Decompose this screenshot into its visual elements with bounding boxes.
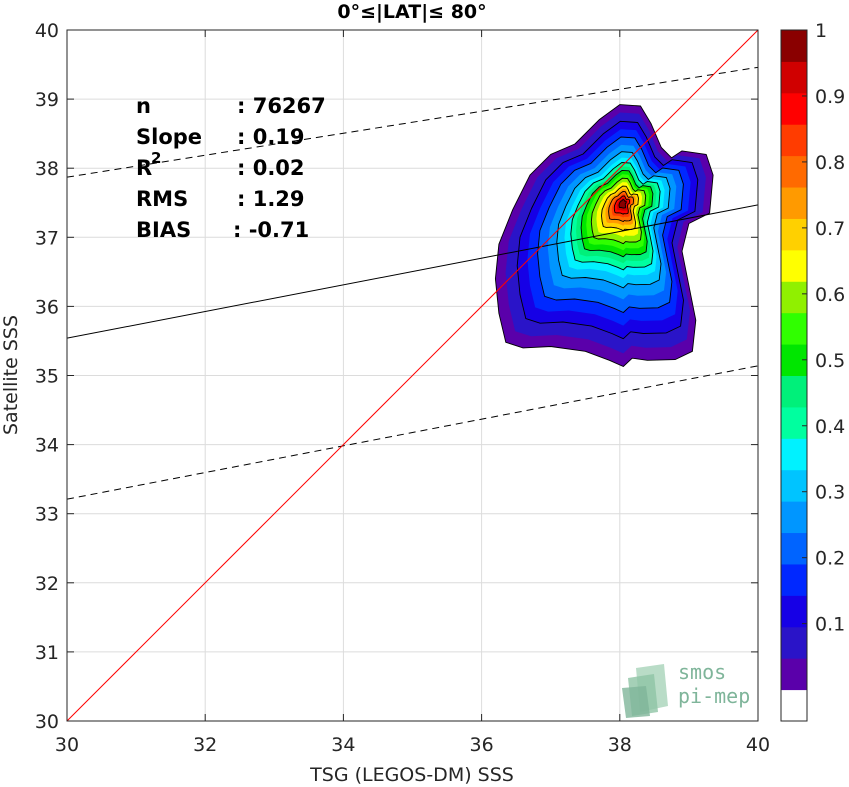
colorbar-tick-label: 0.6 [815,284,845,306]
y-tick-label: 36 [35,296,59,318]
x-tick-label: 36 [470,734,494,756]
logo-text-pimep: pi-mep [678,684,750,708]
stat-value: : 1.29 [237,187,305,211]
colorbar-segment [781,626,807,659]
x-tick-label: 40 [746,734,770,756]
colorbar: 0.1 0.2 0.3 0.4 0.5 0.6 0.7 0.8 0.9 1 [780,20,845,722]
colorbar-segment [781,249,807,282]
x-tick-label: 32 [193,734,217,756]
density-contours [494,104,714,367]
stat-value: : 0.02 [237,156,305,180]
x-tick-label: 38 [608,734,632,756]
stat-superscript: 2 [151,149,161,167]
colorbar-segment [781,155,807,188]
stat-label: R [136,156,152,180]
logo-text-smos: smos [678,660,726,684]
y-tick-label: 34 [35,435,59,457]
y-tick-label: 31 [35,642,59,664]
colorbar-segment [781,501,807,534]
colorbar-segment [781,187,807,219]
x-tick-label: 34 [331,734,355,756]
regression-lines [67,30,758,721]
stat-label: Slope [136,125,202,149]
chart-title: 0°≤|LAT|≤ 80° [337,1,486,23]
colorbar-tick-label: 0.1 [815,614,845,636]
colorbar-tick-label: 0.2 [815,548,845,570]
stat-label: BIAS [136,218,191,242]
lower-bound-line [67,365,758,500]
y-tick-label: 39 [35,89,59,111]
colorbar-segment [781,30,807,62]
y-axis-ticks: 30 31 32 33 34 35 36 37 38 39 40 [35,20,758,733]
logo: smos pi-mep [622,660,750,718]
x-axis-label: TSG (LEGOS-DM) SSS [309,764,514,786]
colorbar-segment [781,92,807,125]
y-tick-label: 33 [35,504,59,526]
y-tick-label: 30 [35,711,59,733]
density-contour-level [618,199,627,209]
stat-value: : 76267 [237,94,326,118]
colorbar-tick-label: 1 [815,20,827,42]
colorbar-segment [781,375,807,408]
y-tick-label: 32 [35,573,59,595]
colorbar-segment [781,689,807,722]
colorbar-tick-label: 0.4 [815,416,845,438]
stat-value: : 0.19 [237,125,305,149]
colorbar-segment [781,658,807,691]
fit-line [67,204,758,339]
colorbar-segment [781,312,807,345]
colorbar-segment [781,469,807,502]
colorbar-tick-label: 0.7 [815,218,845,240]
x-tick-label: 30 [55,734,79,756]
y-axis-label: Satellite SSS [0,315,22,435]
y-tick-label: 38 [35,158,59,180]
stat-value: : -0.71 [233,218,309,242]
upper-bound-line [67,66,758,178]
y-tick-label: 40 [35,20,59,42]
colorbar-tick-label: 0.9 [815,86,845,108]
logo-mark-icon [622,664,668,718]
colorbar-segment [781,124,807,157]
x-axis-ticks: 30 32 34 36 38 40 [55,30,770,756]
colorbar-frame [780,29,808,722]
colorbar-segment [781,281,807,314]
grid [66,29,759,722]
y-tick-label: 37 [35,227,59,249]
identity-line [67,30,758,721]
colorbar-segment [781,532,807,565]
statistics-box: n : 76267 Slope : 0.19 R2 : 0.02 RMS : 1.29 BIAS… [136,94,326,242]
colorbar-segment [781,438,807,471]
y-tick-label: 35 [35,366,59,388]
colorbar-segment [781,61,807,94]
colorbar-segment [781,563,807,596]
colorbar-tick-label: 0.3 [815,482,845,504]
stat-label: RMS [136,187,188,211]
colorbar-segment [781,218,807,251]
colorbar-tick-label: 0.8 [815,152,845,174]
colorbar-tick-label: 0.5 [815,350,845,372]
colorbar-segment [781,406,807,439]
colorbar-segment [781,595,807,628]
stat-label: n [136,94,151,118]
